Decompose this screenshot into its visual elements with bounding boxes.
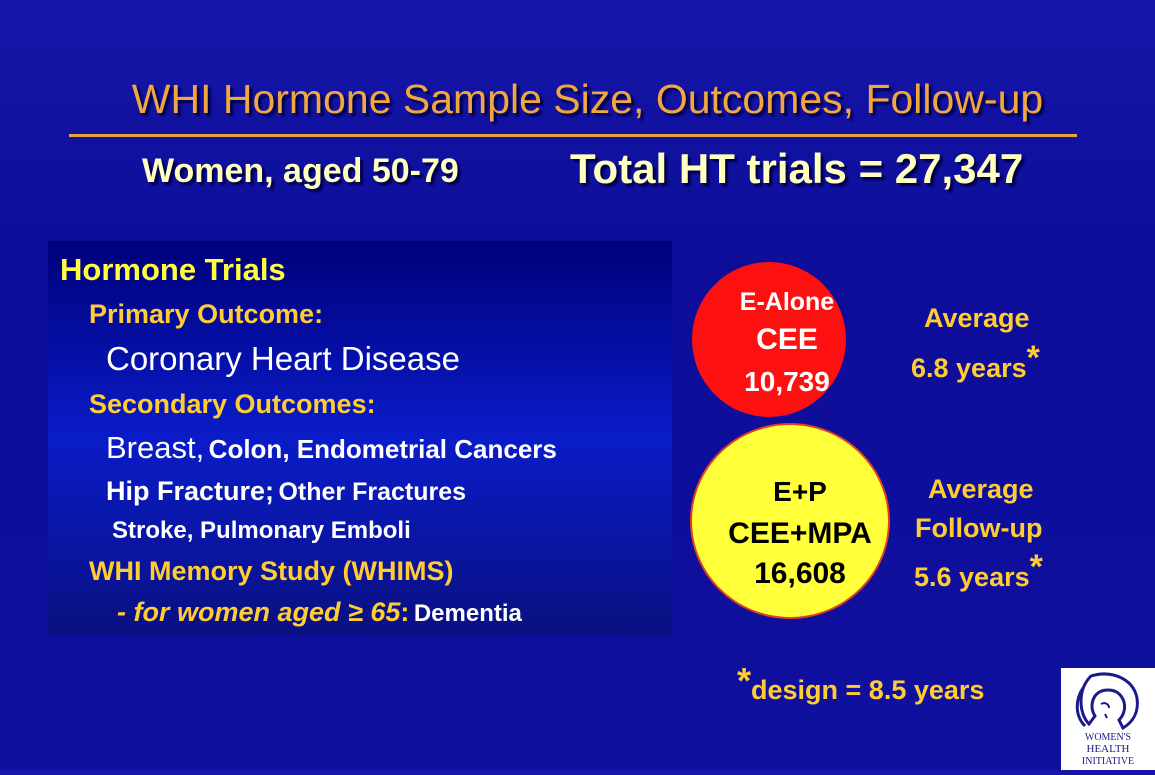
e-alone-average-label: Average — [924, 303, 1030, 333]
primary-outcome-label: Primary Outcome: — [89, 299, 324, 329]
whims-sub-line: - for women aged ≥ 65: Dementia — [117, 597, 522, 628]
subtitle-age: Women, aged 50-79 — [142, 152, 459, 190]
whi-logo: WOMEN'S HEALTH INITIATIVE — [1061, 668, 1155, 770]
cancers-line: Breast, Colon, Endometrial Cancers — [106, 430, 557, 466]
e-plus-p-average-label: Average — [928, 474, 1034, 504]
design-footnote: *design = 8.5 years — [737, 660, 985, 708]
e-alone-average-years: 6.8 years* — [911, 339, 1040, 386]
e-plus-p-asterisk: * — [1029, 548, 1043, 586]
e-alone-circle — [692, 262, 846, 417]
cancer-others: Colon, Endometrial Cancers — [208, 434, 557, 464]
logo-line-1: WOMEN'S — [1085, 732, 1131, 743]
panel-heading: Hormone Trials — [60, 252, 286, 287]
e-alone-drug: CEE — [756, 323, 818, 356]
slide-title: WHI Hormone Sample Size, Outcomes, Follo… — [131, 76, 1044, 122]
logo-line-2: HEALTH — [1087, 743, 1130, 755]
e-plus-p-average-years: 5.6 years* — [914, 548, 1043, 595]
secondary-outcomes-label: Secondary Outcomes: — [89, 389, 376, 419]
e-plus-p-label: E+P — [773, 476, 827, 507]
other-fractures: Other Fractures — [278, 478, 467, 506]
e-plus-p-years-value: 5.6 years — [914, 562, 1030, 592]
e-alone-years-value: 6.8 years — [911, 353, 1027, 383]
e-plus-p-drug: CEE+MPA — [728, 517, 872, 550]
stroke-line: Stroke, Pulmonary Emboli — [112, 517, 411, 544]
whi-logo-icon: WOMEN'S HEALTH INITIATIVE — [1075, 672, 1139, 767]
footnote-asterisk: * — [737, 660, 752, 701]
e-plus-p-followup-label: Follow-up — [915, 513, 1043, 543]
e-alone-count: 10,739 — [744, 366, 830, 397]
whims-dementia: Dementia — [413, 600, 522, 627]
e-plus-p-count: 16,608 — [754, 557, 846, 590]
whims-label: WHI Memory Study (WHIMS) — [89, 556, 454, 586]
e-plus-p-circle — [690, 423, 890, 619]
title-underline — [69, 134, 1077, 137]
primary-outcome-value: Coronary Heart Disease — [106, 340, 460, 377]
logo-line-3: INITIATIVE — [1082, 756, 1134, 767]
whims-colon: : — [400, 597, 410, 627]
e-alone-label: E-Alone — [739, 288, 835, 316]
fractures-line: Hip Fracture; Other Fractures — [106, 476, 466, 507]
subtitle-total: Total HT trials = 27,347 — [570, 145, 1024, 192]
footnote-text: design = 8.5 years — [751, 675, 985, 705]
hip-fracture: Hip Fracture; — [106, 476, 275, 506]
hormone-trials-panel — [48, 241, 672, 636]
e-alone-asterisk: * — [1026, 339, 1040, 377]
cancer-breast: Breast, — [106, 430, 205, 465]
whims-age-criterion: - for women aged ≥ 65 — [117, 597, 401, 627]
